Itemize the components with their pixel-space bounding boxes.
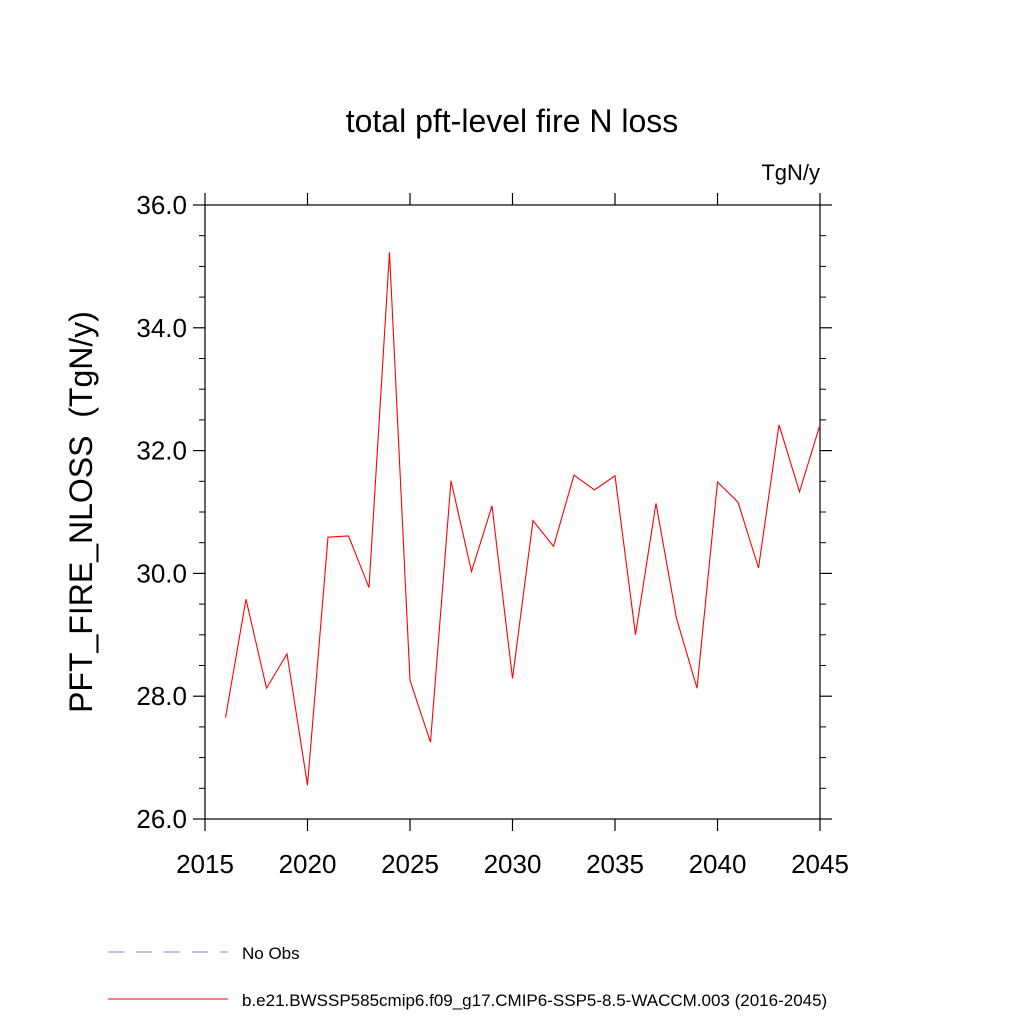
units-label: TgN/y bbox=[761, 160, 820, 185]
y-tick-label: 28.0 bbox=[136, 681, 187, 711]
axis-tick-labels: 2015 2020 2025 2030 2035 2040 2045 26.0 28.0 30.0… bbox=[136, 190, 849, 879]
x-tick-label: 2015 bbox=[176, 849, 234, 879]
y-tick-label: 26.0 bbox=[136, 804, 187, 834]
y-tick-label: 32.0 bbox=[136, 436, 187, 466]
x-tick-label: 2025 bbox=[381, 849, 439, 879]
y-tick-label: 36.0 bbox=[136, 190, 187, 220]
x-tick-label: 2045 bbox=[791, 849, 849, 879]
y-axis-label: PFT_FIRE_NLOSS (TgN/y) bbox=[63, 311, 99, 713]
plot-frame bbox=[204, 204, 821, 820]
x-tick-label: 2035 bbox=[586, 849, 644, 879]
x-tick-label: 2020 bbox=[279, 849, 337, 879]
legend-label: No Obs bbox=[242, 944, 300, 963]
chart-title: total pft-level fire N loss bbox=[346, 103, 679, 139]
y-tick-label: 34.0 bbox=[136, 313, 187, 343]
x-tick-label: 2040 bbox=[689, 849, 747, 879]
legend: No Obs b.e21.BWSSP585cmip6.f09_g17.CMIP6-… bbox=[108, 944, 827, 1010]
legend-label: b.e21.BWSSP585cmip6.f09_g17.CMIP6-SSP5-8… bbox=[242, 991, 827, 1010]
x-tick-label: 2030 bbox=[484, 849, 542, 879]
axis-ticks bbox=[193, 193, 832, 831]
series-line bbox=[224, 252, 821, 786]
y-tick-label: 30.0 bbox=[136, 558, 187, 588]
series-layer bbox=[224, 252, 821, 786]
